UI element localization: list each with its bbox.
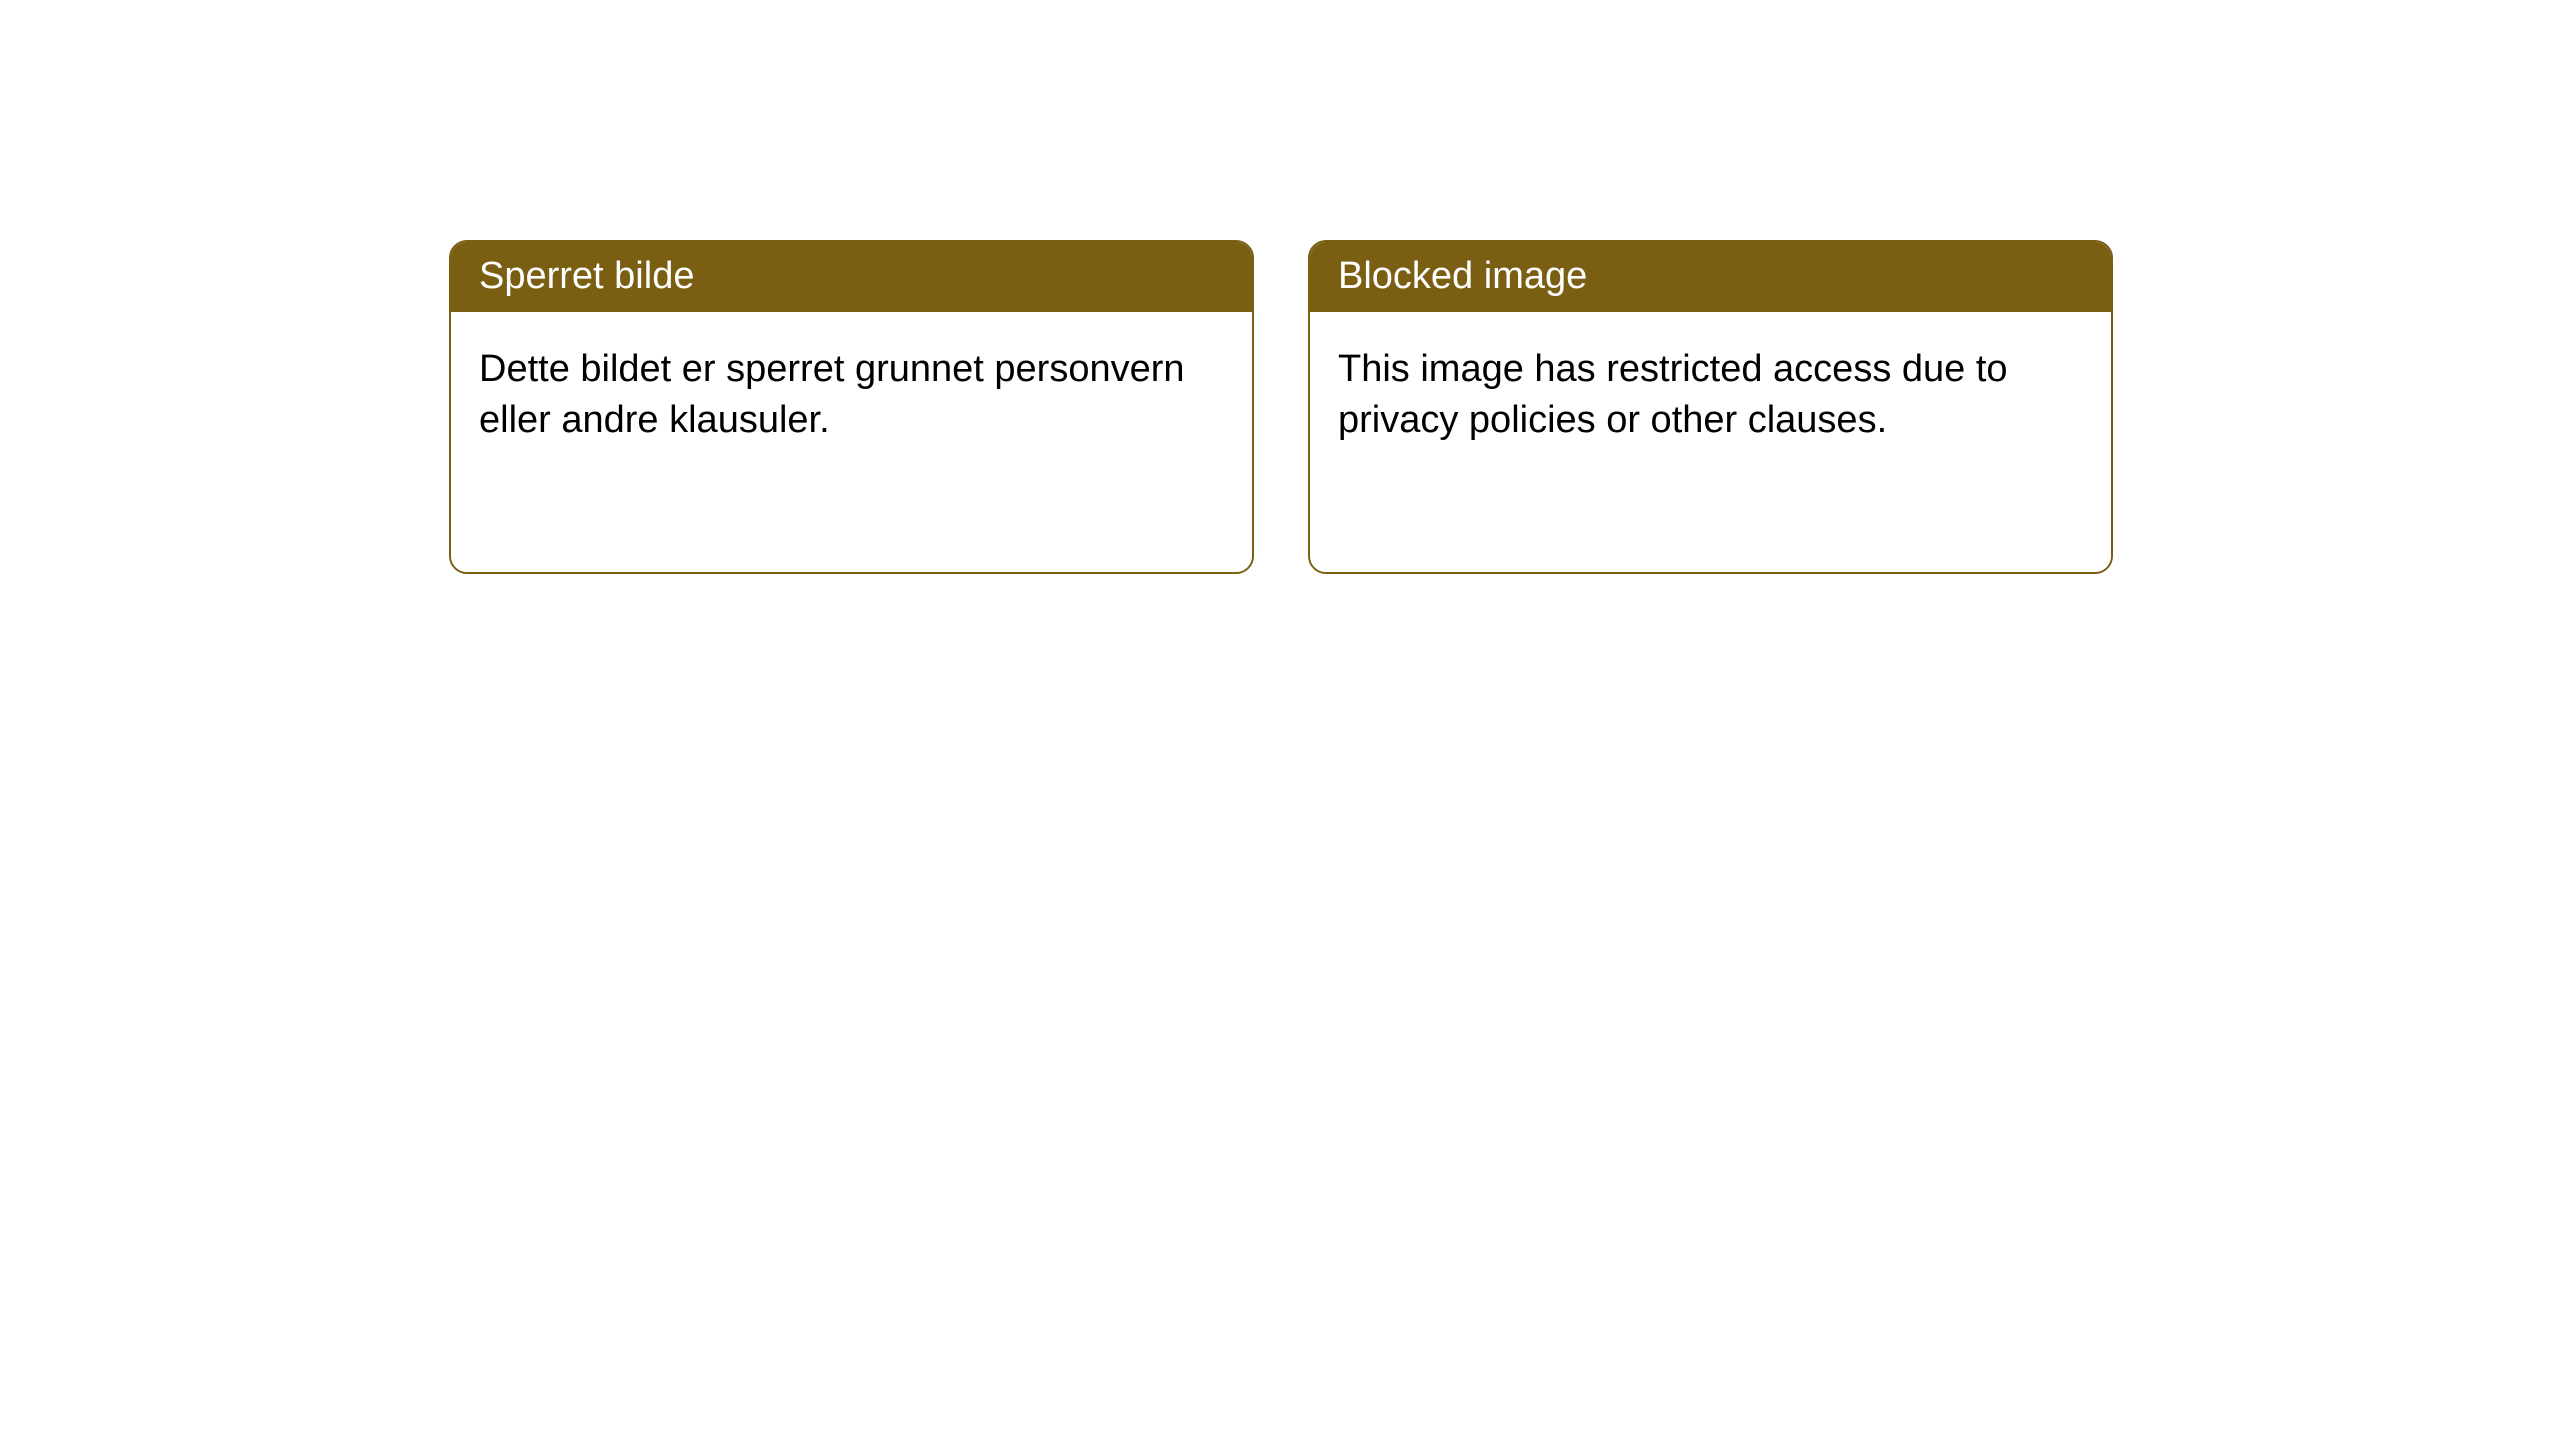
notice-header: Blocked image <box>1310 242 2111 312</box>
notice-body: This image has restricted access due to … <box>1310 312 2111 572</box>
notice-header: Sperret bilde <box>451 242 1252 312</box>
notice-card-english: Blocked image This image has restricted … <box>1308 240 2113 574</box>
notice-container: Sperret bilde Dette bildet er sperret gr… <box>449 240 2113 574</box>
notice-body: Dette bildet er sperret grunnet personve… <box>451 312 1252 572</box>
notice-card-norwegian: Sperret bilde Dette bildet er sperret gr… <box>449 240 1254 574</box>
